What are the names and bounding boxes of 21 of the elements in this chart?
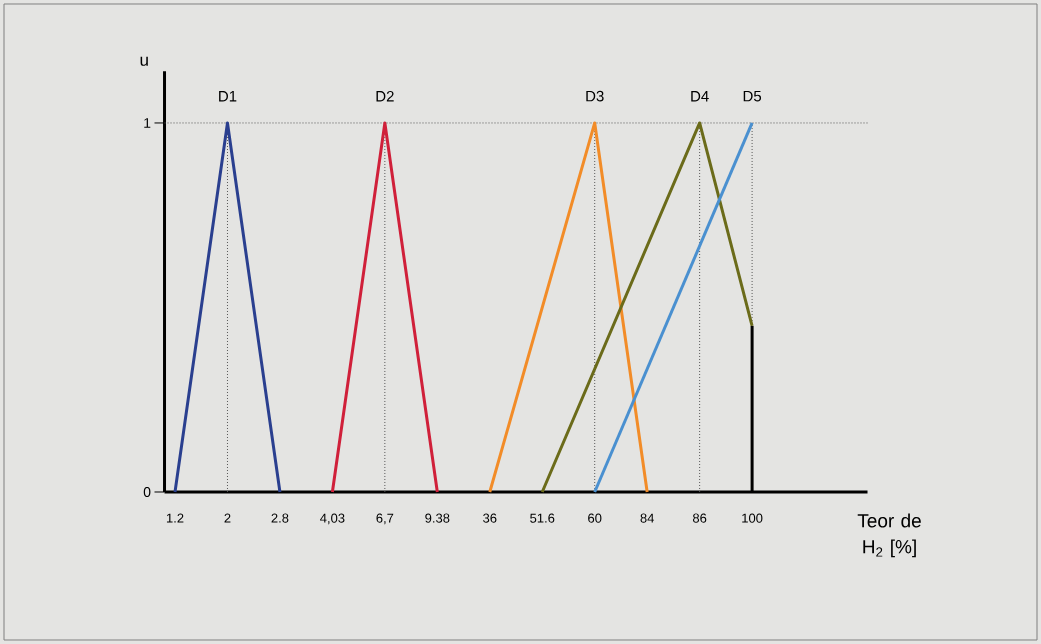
x-tick-label: 4,03 <box>320 513 345 525</box>
x-tick-label: 1.2 <box>166 513 184 523</box>
y-tick-label: 1 <box>144 118 151 128</box>
x-tick-label: 6,7 <box>376 513 394 525</box>
y-tick-label: 0 <box>143 487 151 497</box>
series-label: D4 <box>691 91 709 102</box>
x-tick-label: 100 <box>742 513 763 523</box>
series-label: D3 <box>586 90 604 102</box>
x-tick-label: 86 <box>692 513 707 523</box>
series-label: D5 <box>743 90 762 102</box>
x-tick-label: 2.8 <box>271 513 289 523</box>
series-label: D2 <box>376 90 394 102</box>
series-label: D1 <box>219 91 237 102</box>
x-tick-label: 9.38 <box>425 513 450 523</box>
x-tick-label: 60 <box>588 513 602 523</box>
x-tick-label: 2 <box>224 513 231 523</box>
x-tick-label: 51.6 <box>530 513 555 523</box>
x-axis-title: Teor de H$_{2}$ [%] <box>857 513 921 558</box>
x-tick-label: 36 <box>483 513 497 523</box>
y-axis-title: u <box>140 56 148 66</box>
x-tick-label: 84 <box>640 513 655 523</box>
